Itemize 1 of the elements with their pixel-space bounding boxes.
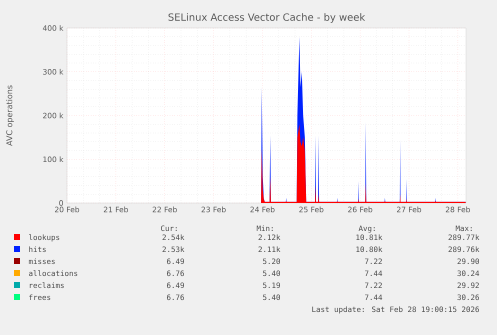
chart-title: SELinux Access Vector Cache - by week — [168, 13, 366, 23]
